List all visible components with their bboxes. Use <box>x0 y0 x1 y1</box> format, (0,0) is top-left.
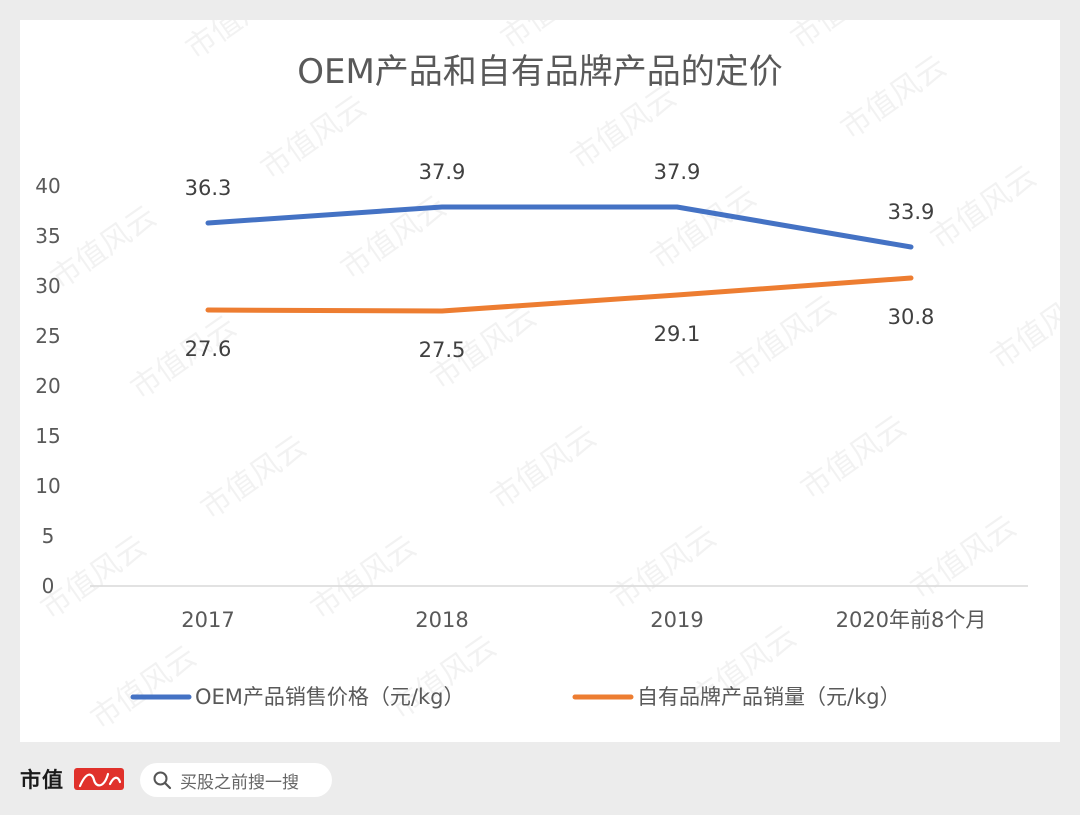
watermark-text: 市值风云 <box>335 189 453 286</box>
chart-title: OEM产品和自有品牌产品的定价 <box>297 52 783 92</box>
watermark-text: 市值风云 <box>385 629 503 726</box>
data-label: 27.5 <box>419 338 466 362</box>
x-tick-label: 2020年前8个月 <box>836 608 987 632</box>
x-axis-ticks: 2017 2018 2019 2020年前8个月 <box>181 608 986 632</box>
watermark-text: 市值风云 <box>180 20 298 67</box>
watermark-text: 市值风云 <box>45 199 163 296</box>
watermark-text: 市值风云 <box>605 519 723 616</box>
data-labels: 36.3 37.9 37.9 33.9 27.6 27.5 29.1 30.8 <box>185 160 935 362</box>
data-label: 29.1 <box>654 322 701 346</box>
search-placeholder: 买股之前搜一搜 <box>180 772 299 793</box>
search-box[interactable]: 买股之前搜一搜 <box>140 763 332 797</box>
watermark-text: 市值风云 <box>985 279 1060 376</box>
data-label: 27.6 <box>185 337 232 361</box>
watermark-text: 市值风云 <box>785 20 903 57</box>
data-label: 36.3 <box>185 176 232 200</box>
y-tick-label: 10 <box>35 474 60 498</box>
footer-bar: 市值 买股之前搜一搜 <box>0 742 1080 815</box>
watermark-text: 市值风云 <box>905 509 1023 606</box>
y-tick-label: 20 <box>35 374 60 398</box>
y-axis-ticks: 0 5 10 15 20 25 30 35 40 <box>35 174 60 598</box>
series-line-1 <box>205 204 914 250</box>
y-tick-label: 5 <box>42 524 55 548</box>
legend: OEM产品销售价格（元/kg） 自有品牌产品销量（元/kg） <box>130 685 901 709</box>
watermark-text: 市值风云 <box>645 179 763 276</box>
chart-card: 市值风云 市值风云 市值风云 市值风云 市值风云 市值风云 市值风云 市值风云 市值风云 市值风云… <box>20 20 1060 742</box>
watermark-text: 市值风云 <box>195 429 313 526</box>
legend-label-1: OEM产品销售价格（元/kg） <box>195 685 464 709</box>
watermark-text: 市值风云 <box>835 49 953 146</box>
watermark-text: 市值风云 <box>925 159 1043 256</box>
watermark-text: 市值风云 <box>485 419 603 516</box>
x-tick-label: 2017 <box>181 608 234 632</box>
data-label: 30.8 <box>888 305 935 329</box>
x-tick-label: 2019 <box>650 608 703 632</box>
y-tick-label: 40 <box>35 174 60 198</box>
y-tick-label: 0 <box>42 574 55 598</box>
watermark-text: 市值风云 <box>795 409 913 506</box>
legend-label-2: 自有品牌产品销量（元/kg） <box>637 685 901 709</box>
y-tick-label: 25 <box>35 324 60 348</box>
series-line-2 <box>205 275 914 314</box>
y-tick-label: 15 <box>35 424 60 448</box>
series-layer <box>205 204 914 314</box>
brand-name: 市值 <box>20 767 64 792</box>
brand: 市值 <box>20 764 128 794</box>
data-label: 33.9 <box>888 200 935 224</box>
x-tick-label: 2018 <box>415 608 468 632</box>
data-label: 37.9 <box>654 160 701 184</box>
y-tick-label: 35 <box>35 224 60 248</box>
brand-logo <box>74 768 124 790</box>
data-label: 37.9 <box>419 160 466 184</box>
watermark-text: 市值风云 <box>255 89 373 186</box>
search-icon <box>153 771 172 790</box>
watermark-text: 市值风云 <box>305 529 423 626</box>
watermark-text: 市值风云 <box>725 289 843 386</box>
watermark-text: 市值风云 <box>85 639 203 736</box>
y-tick-label: 30 <box>35 274 60 298</box>
